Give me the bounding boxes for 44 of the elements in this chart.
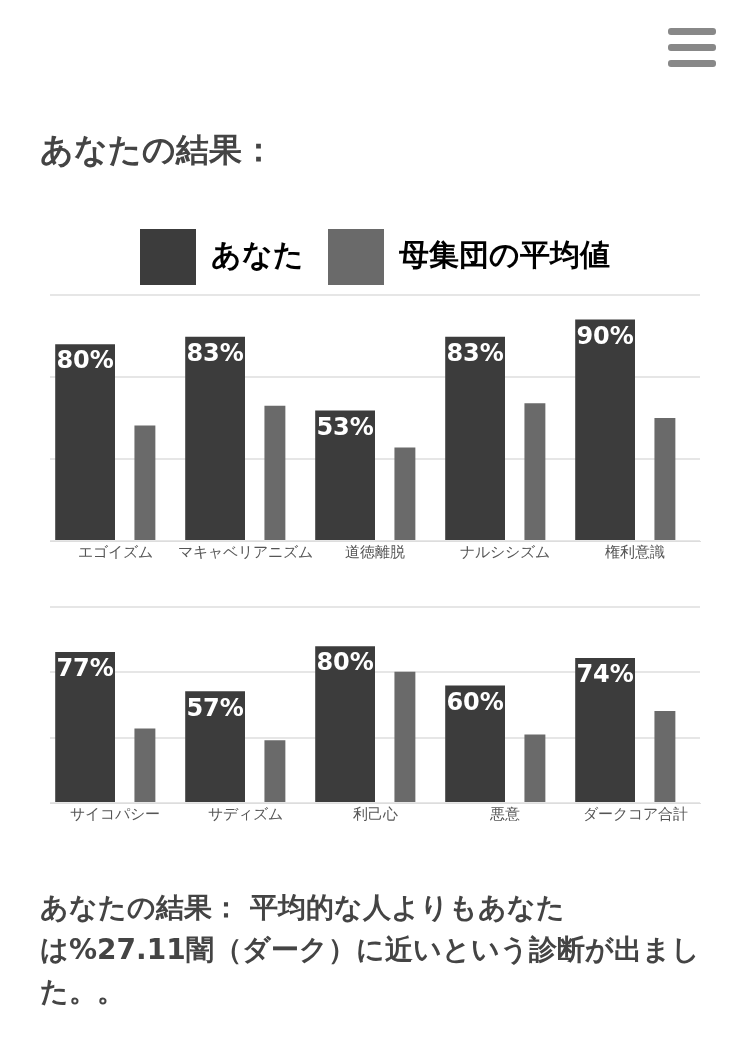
x-tick-label: マキャベリアニズム bbox=[177, 542, 313, 561]
data-label: 74% bbox=[576, 660, 634, 689]
bar bbox=[315, 410, 375, 540]
data-label: 80% bbox=[56, 346, 114, 375]
x-tick-label: 権利意識 bbox=[605, 542, 665, 561]
bar bbox=[55, 652, 115, 802]
bar bbox=[654, 710, 676, 802]
bar bbox=[134, 728, 156, 802]
bar bbox=[264, 405, 286, 540]
x-tick-label: 道徳離脱 bbox=[345, 542, 405, 561]
legend-label: あなた bbox=[211, 236, 304, 272]
x-tick-label: エゴイズム bbox=[77, 542, 153, 561]
x-tick-label: サディズム bbox=[207, 804, 283, 823]
bar bbox=[524, 403, 546, 540]
data-label: 80% bbox=[316, 648, 374, 677]
bar bbox=[575, 319, 635, 540]
data-label: 60% bbox=[446, 687, 504, 716]
x-tick-label: サイコパシー bbox=[70, 804, 160, 823]
bar bbox=[134, 425, 156, 540]
x-tick-label: 悪意 bbox=[489, 804, 520, 823]
data-label: 77% bbox=[56, 654, 114, 683]
text: あなたの結果： 平均的な人よりもあなたは%27.11闇（ダーク）に近いという診断が出ました。。 bbox=[40, 890, 701, 1010]
chart-title: あなたの結果： bbox=[40, 129, 276, 171]
data-label: 57% bbox=[186, 693, 244, 722]
bar bbox=[55, 344, 115, 540]
bar bbox=[575, 657, 635, 802]
bar bbox=[445, 685, 505, 802]
bar bbox=[264, 740, 286, 802]
bar bbox=[524, 734, 546, 802]
data-label: 83% bbox=[446, 339, 504, 368]
data-label: 83% bbox=[186, 339, 244, 368]
x-tick-label: 利己心 bbox=[352, 804, 398, 823]
data-label: 53% bbox=[316, 412, 374, 441]
bar bbox=[445, 336, 505, 540]
data-label: 90% bbox=[576, 321, 634, 350]
x-tick-label: ダークコア合計 bbox=[582, 804, 688, 823]
legend-label: 母集団の平均値 bbox=[398, 236, 610, 272]
bar bbox=[185, 691, 245, 802]
bar bbox=[394, 447, 416, 540]
bar bbox=[394, 671, 416, 802]
bar bbox=[315, 646, 375, 802]
bar bbox=[654, 418, 676, 540]
bar bbox=[185, 336, 245, 540]
x-tick-label: ナルシシズム bbox=[460, 542, 550, 561]
